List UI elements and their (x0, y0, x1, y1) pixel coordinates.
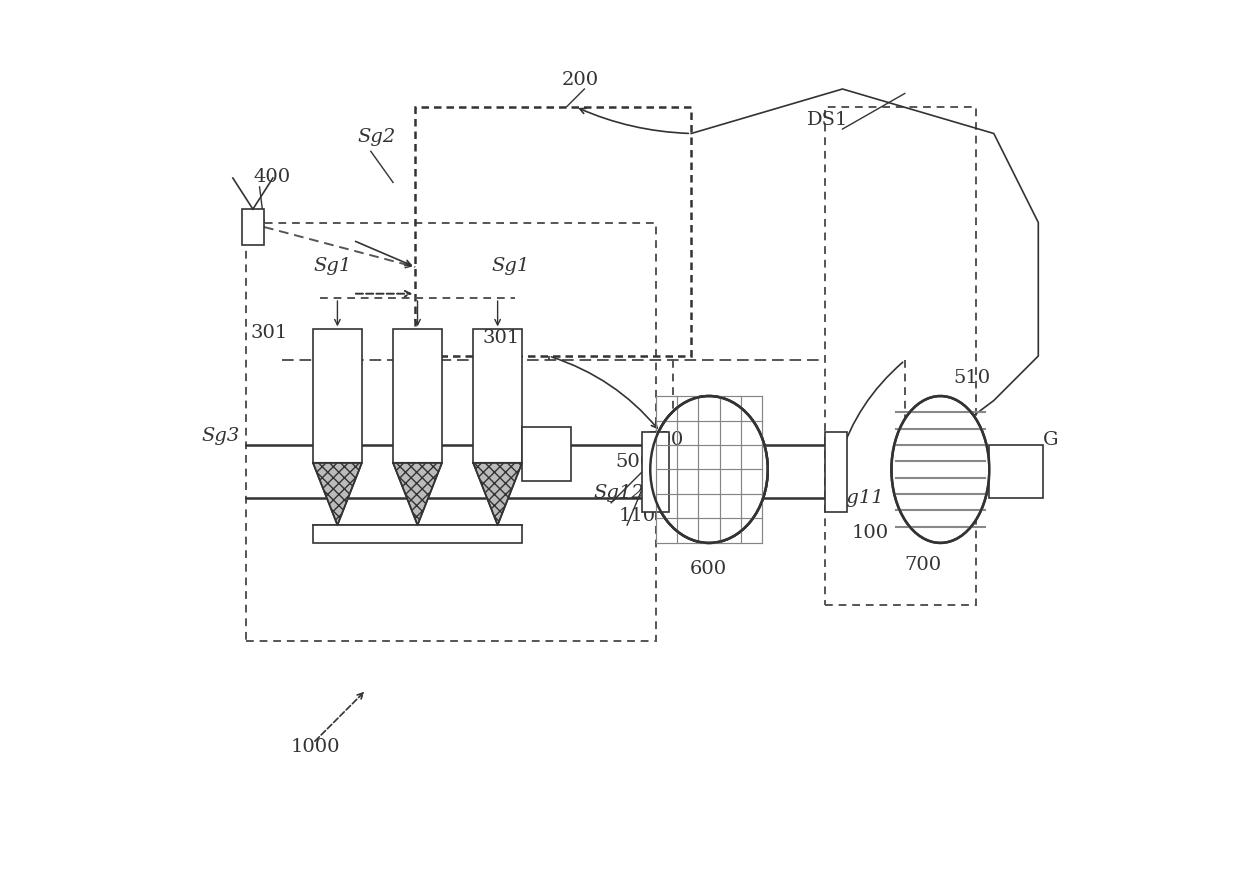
Bar (393, 329, 441, 463)
Text: 400: 400 (253, 168, 290, 186)
Text: 700: 700 (905, 555, 942, 573)
Text: Sg1: Sg1 (312, 257, 351, 275)
Bar (825, 107, 976, 605)
Text: Sg3: Sg3 (202, 426, 241, 444)
Ellipse shape (892, 396, 990, 543)
Text: DS1: DS1 (807, 110, 848, 128)
Text: 500: 500 (615, 453, 652, 471)
Polygon shape (474, 463, 522, 525)
Polygon shape (393, 463, 441, 525)
Text: Sg11: Sg11 (833, 489, 884, 506)
Text: 100: 100 (852, 524, 889, 542)
Bar (522, 427, 572, 481)
Ellipse shape (650, 396, 768, 543)
Text: Sg2: Sg2 (357, 128, 396, 146)
Text: 301: 301 (482, 328, 520, 346)
Text: 1000: 1000 (290, 738, 340, 756)
Bar (990, 445, 1043, 498)
Text: 600: 600 (689, 560, 727, 578)
Text: 510: 510 (954, 368, 991, 386)
Polygon shape (312, 463, 362, 525)
Text: Sg12: Sg12 (593, 484, 644, 502)
Bar (312, 525, 522, 543)
Text: 110: 110 (619, 506, 656, 524)
Polygon shape (474, 463, 522, 525)
Text: G: G (1043, 431, 1058, 449)
Text: 301: 301 (250, 324, 288, 342)
Bar (312, 329, 362, 463)
Bar (474, 329, 522, 463)
Text: Sg1: Sg1 (491, 257, 529, 275)
Bar (642, 432, 668, 512)
Polygon shape (393, 463, 441, 525)
Text: 200: 200 (562, 70, 599, 88)
Bar (247, 222, 656, 641)
Bar (242, 209, 264, 245)
Bar (825, 432, 847, 512)
Ellipse shape (650, 396, 768, 543)
Bar (415, 107, 691, 356)
Polygon shape (312, 463, 362, 525)
Text: 300: 300 (647, 431, 684, 449)
